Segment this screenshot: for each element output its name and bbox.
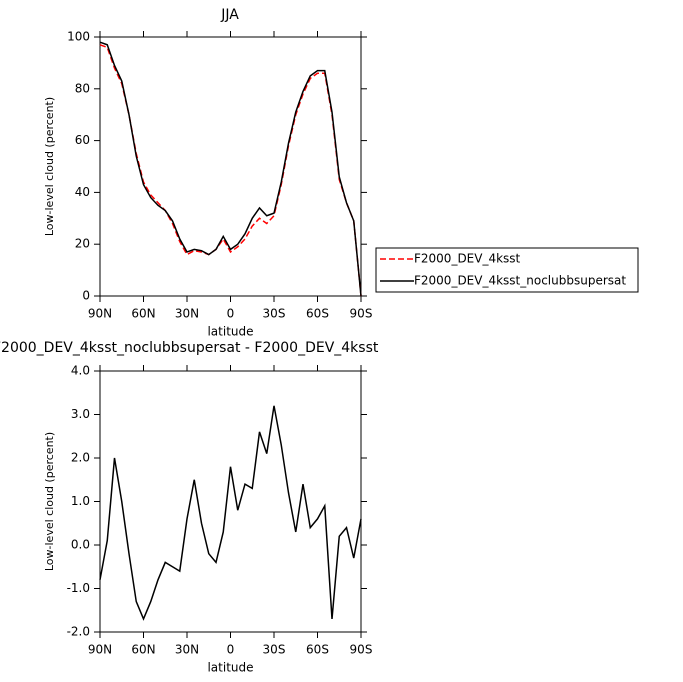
y-tick-label: 2.0 [71,451,90,465]
x-tick-label: 30S [263,643,286,657]
x-tick-label: 60S [306,307,329,321]
x-tick-label: 30N [175,643,199,657]
x-tick-label: 60S [306,643,329,657]
legend-box [375,247,639,293]
chart-title: JJA [220,7,239,23]
legend-label: F2000_DEV_4ksst_noclubbsupersat [414,274,626,288]
x-tick-label: 90S [350,643,373,657]
x-tick-label: 60N [131,307,155,321]
y-tick-label: -2.0 [67,625,90,639]
x-tick-label: 90N [88,643,112,657]
data-line [99,41,362,297]
x-tick-label: 60N [131,643,155,657]
x-tick-label: 30N [175,307,199,321]
y-axis-label: Low-level cloud (percent) [43,97,56,236]
x-axis-label: latitude [207,661,253,675]
y-axis-label: Low-level cloud (percent) [43,432,56,571]
y-tick-label: 4.0 [71,364,90,378]
x-tick-label: 30S [263,307,286,321]
y-tick-label: 1.0 [71,494,90,508]
plot-frame [99,370,362,633]
x-axis-label: latitude [207,325,253,339]
y-tick-label: 40 [75,185,90,199]
x-tick-label: 90S [350,307,373,321]
x-tick-label: 0 [227,307,235,321]
y-tick-label: 100 [67,30,90,44]
legend-label: F2000_DEV_4ksst [414,252,521,266]
chart-title: F2000_DEV_4ksst_noclubbsupersat - F2000_… [0,340,379,356]
y-tick-label: 3.0 [71,407,90,421]
y-tick-label: 0 [82,289,90,303]
y-tick-label: -1.0 [67,581,90,595]
y-tick-label: 60 [75,133,90,147]
y-tick-label: 80 [75,81,90,95]
data-line [99,405,362,621]
x-tick-label: 90N [88,307,112,321]
x-tick-label: 0 [227,643,235,657]
y-tick-label: 0.0 [71,538,90,552]
y-tick-label: 20 [75,237,90,251]
